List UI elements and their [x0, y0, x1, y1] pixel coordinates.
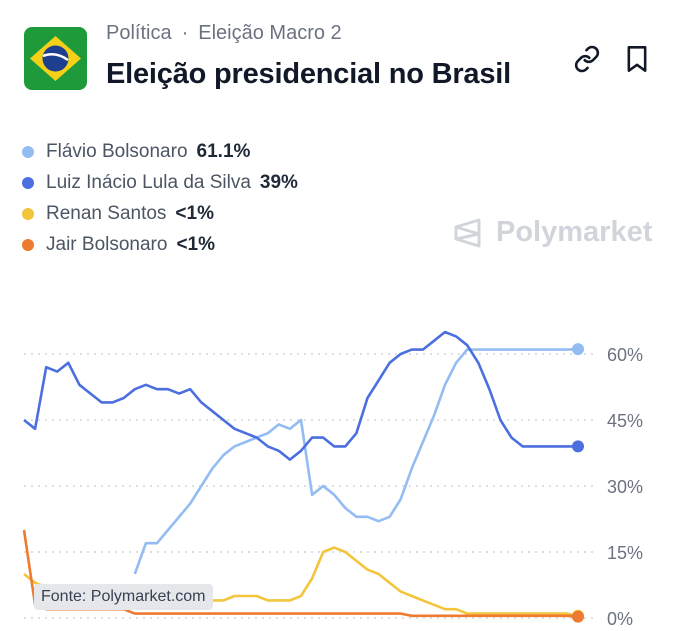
legend-dot — [22, 207, 34, 220]
y-tick-label: 45% — [607, 411, 643, 431]
series-end-dot — [572, 440, 584, 453]
y-tick-label: 30% — [607, 477, 643, 497]
legend-value: <1% — [176, 233, 216, 255]
legend-dot — [22, 238, 34, 251]
series-end-dot — [572, 610, 584, 623]
price-chart[interactable]: 60% 45% 30% 15% 0% — [0, 300, 680, 631]
link-icon — [574, 45, 600, 73]
legend-name: Jair Bolsonaro — [46, 233, 168, 255]
chart-lines — [22, 330, 579, 618]
legend-name: Flávio Bolsonaro — [46, 140, 188, 162]
brazil-flag-icon — [24, 27, 87, 90]
chart-legend: Flávio Bolsonaro 61.1% Luiz Inácio Lula … — [22, 136, 298, 260]
legend-item-renan[interactable]: Renan Santos <1% — [22, 198, 298, 229]
breadcrumb: Política · Eleição Macro 2 — [106, 22, 342, 45]
legend-value: 61.1% — [196, 140, 251, 162]
legend-item-jair[interactable]: Jair Bolsonaro <1% — [22, 229, 298, 260]
y-tick-label: 60% — [607, 345, 643, 365]
y-tick-label: 15% — [607, 543, 643, 563]
series-line — [133, 347, 579, 575]
breadcrumb-category[interactable]: Política — [106, 22, 172, 44]
bookmark-button[interactable] — [622, 44, 652, 74]
breadcrumb-subcategory[interactable]: Eleição Macro 2 — [198, 22, 342, 44]
polymarket-watermark: Polymarket — [452, 216, 652, 249]
page-title: Eleição presidencial no Brasil — [106, 58, 511, 90]
series-line — [23, 330, 578, 461]
legend-name: Renan Santos — [46, 202, 167, 224]
legend-value: <1% — [175, 202, 214, 224]
watermark-text: Polymarket — [496, 216, 653, 248]
legend-dot — [22, 145, 34, 158]
series-end-dot — [572, 343, 584, 356]
y-tick-label: 0% — [607, 609, 633, 629]
legend-item-lula[interactable]: Luiz Inácio Lula da Silva 39% — [22, 167, 298, 198]
chart-end-dots — [572, 343, 584, 623]
polymarket-logo-icon — [454, 218, 481, 247]
legend-dot — [22, 176, 34, 189]
source-label: Fonte: Polymarket.com — [34, 584, 213, 610]
y-axis-ticks: 60% 45% 30% 15% 0% — [607, 345, 643, 629]
copy-link-button[interactable] — [572, 44, 602, 74]
breadcrumb-separator: · — [181, 22, 189, 44]
legend-name: Luiz Inácio Lula da Silva — [46, 171, 251, 193]
legend-value: 39% — [259, 171, 298, 193]
bookmark-icon — [627, 46, 647, 72]
legend-item-flavio[interactable]: Flávio Bolsonaro 61.1% — [22, 136, 298, 167]
